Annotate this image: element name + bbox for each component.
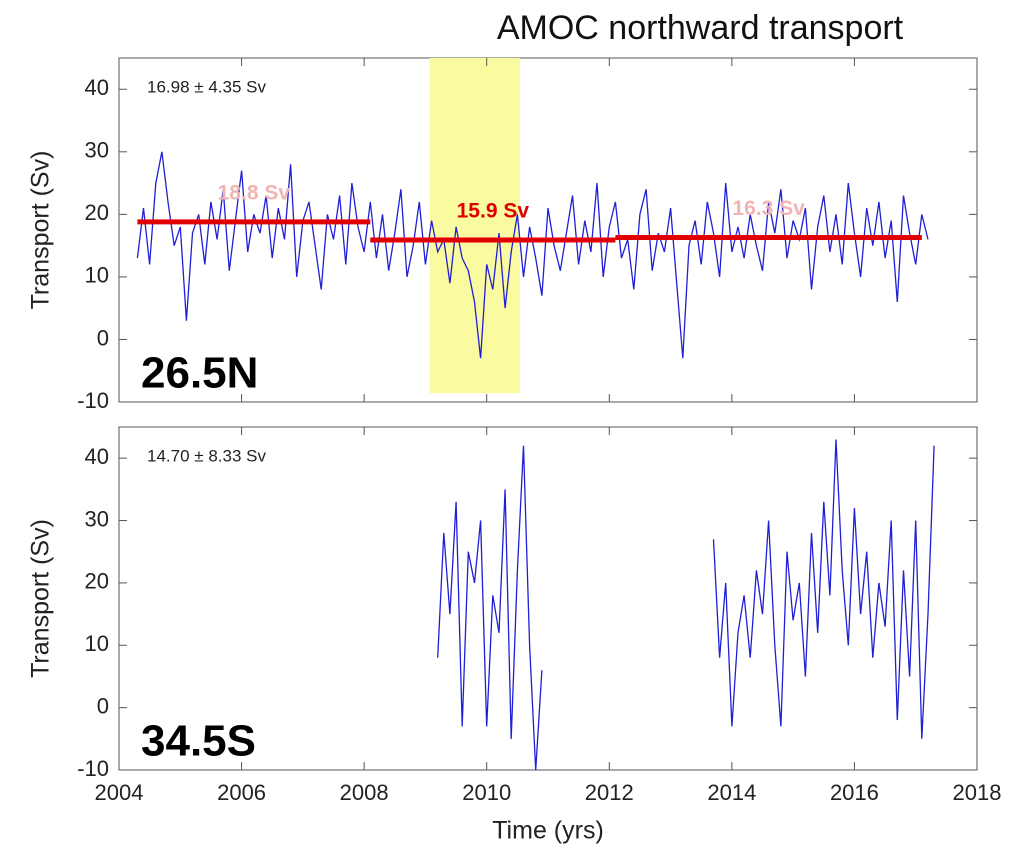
x-tick-label: 2016 — [830, 780, 879, 805]
y-tick-label: 40 — [85, 444, 109, 469]
y-tick-label: -10 — [77, 388, 109, 413]
y-tick-label: 0 — [97, 693, 109, 718]
stats-label: 16.98 ± 4.35 Sv — [147, 77, 266, 96]
panel-label: 34.5S — [141, 717, 256, 766]
x-axis-label: Time (yrs) — [492, 817, 604, 845]
y-tick-label: 10 — [85, 263, 109, 288]
x-tick-label: 2004 — [95, 780, 144, 805]
y-tick-label: 30 — [85, 138, 109, 163]
y-tick-label: 0 — [97, 325, 109, 350]
y-tick-label: -10 — [77, 756, 109, 781]
x-tick-label: 2006 — [217, 780, 266, 805]
segment-label: 15.9 Sv — [457, 200, 530, 223]
y-axis-label: Transport (Sv) — [27, 519, 55, 678]
y-tick-label: 40 — [85, 75, 109, 100]
y-tick-label: 20 — [85, 200, 109, 225]
segment-label: 16.3 Sv — [732, 197, 805, 220]
x-tick-label: 2018 — [953, 780, 1002, 805]
figure-title: AMOC northward transport — [497, 9, 904, 47]
y-tick-label: 20 — [85, 569, 109, 594]
y-axis-label: Transport (Sv) — [27, 151, 55, 310]
x-tick-label: 2014 — [707, 780, 756, 805]
data-line — [437, 439, 935, 771]
segment-label: 18.8 Sv — [218, 181, 291, 204]
panel-label: 26.5N — [141, 349, 258, 398]
highlight-region — [429, 58, 520, 394]
x-tick-label: 2010 — [462, 780, 511, 805]
x-tick-label: 2008 — [340, 780, 389, 805]
y-tick-label: 10 — [85, 631, 109, 656]
x-tick-label: 2012 — [585, 780, 634, 805]
stats-label: 14.70 ± 8.33 Sv — [147, 446, 266, 465]
y-tick-label: 30 — [85, 506, 109, 531]
